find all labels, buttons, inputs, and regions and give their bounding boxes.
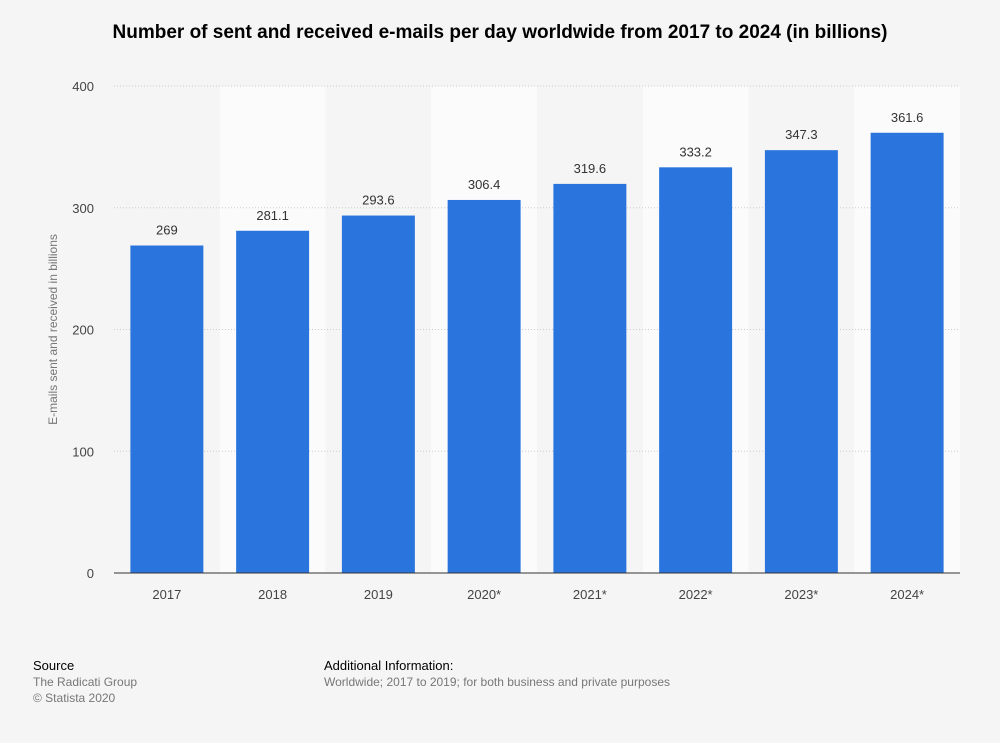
additional-info-block: Additional Information: Worldwide; 2017 … <box>324 658 670 690</box>
bars <box>130 132 944 574</box>
chart-title: Number of sent and received e-mails per … <box>112 22 888 43</box>
x-tick-label: 2021* <box>573 587 607 602</box>
bar <box>130 245 204 573</box>
bar <box>659 167 733 574</box>
copyright-line: © Statista 2020 <box>33 691 116 705</box>
x-tick-label: 2018 <box>258 587 287 602</box>
x-tick-label: 2024* <box>890 587 924 602</box>
source-heading: Source <box>33 658 75 673</box>
data-label: 319.6 <box>574 161 607 176</box>
y-tick-label: 400 <box>72 79 94 94</box>
bar <box>764 150 838 574</box>
bar <box>553 183 627 573</box>
y-axis-ticks: 0 100 200 300 400 <box>72 79 94 581</box>
x-axis-ticks: 2017 2018 2019 2020* 2021* 2022* 2023* 2024* <box>152 587 924 602</box>
y-tick-label: 100 <box>72 444 94 459</box>
data-label: 333.2 <box>679 144 712 159</box>
info-text: Worldwide; 2017 to 2019; for both busine… <box>324 675 670 689</box>
data-label: 269 <box>156 222 178 237</box>
x-tick-label: 2023* <box>784 587 818 602</box>
data-label: 306.4 <box>468 177 501 192</box>
value-labels: 269 281.1 293.6 306.4 319.6 333.2 347.3 361.6 <box>156 110 923 238</box>
source-block: Source The Radicati Group © Statista 202… <box>33 658 137 706</box>
x-tick-label: 2020* <box>467 587 501 602</box>
info-heading: Additional Information: <box>324 658 454 673</box>
bar-chart: 0 100 200 300 400 269 281.1 293.6 306.4 319.6 333… <box>46 79 960 602</box>
y-tick-label: 200 <box>72 323 94 338</box>
bar <box>341 215 415 574</box>
x-tick-label: 2017 <box>152 587 181 602</box>
source-line: The Radicati Group <box>33 675 138 689</box>
bar <box>870 132 944 573</box>
bar <box>447 199 521 573</box>
data-label: 293.6 <box>362 193 395 208</box>
data-label: 281.1 <box>256 208 289 223</box>
y-axis-label: E-mails sent and received in billions <box>46 234 60 425</box>
data-label: 361.6 <box>891 110 924 125</box>
x-tick-label: 2022* <box>679 587 713 602</box>
y-tick-label: 0 <box>87 566 94 581</box>
x-tick-label: 2019 <box>364 587 393 602</box>
y-tick-label: 300 <box>72 201 94 216</box>
bar <box>236 230 310 574</box>
data-label: 347.3 <box>785 127 818 142</box>
